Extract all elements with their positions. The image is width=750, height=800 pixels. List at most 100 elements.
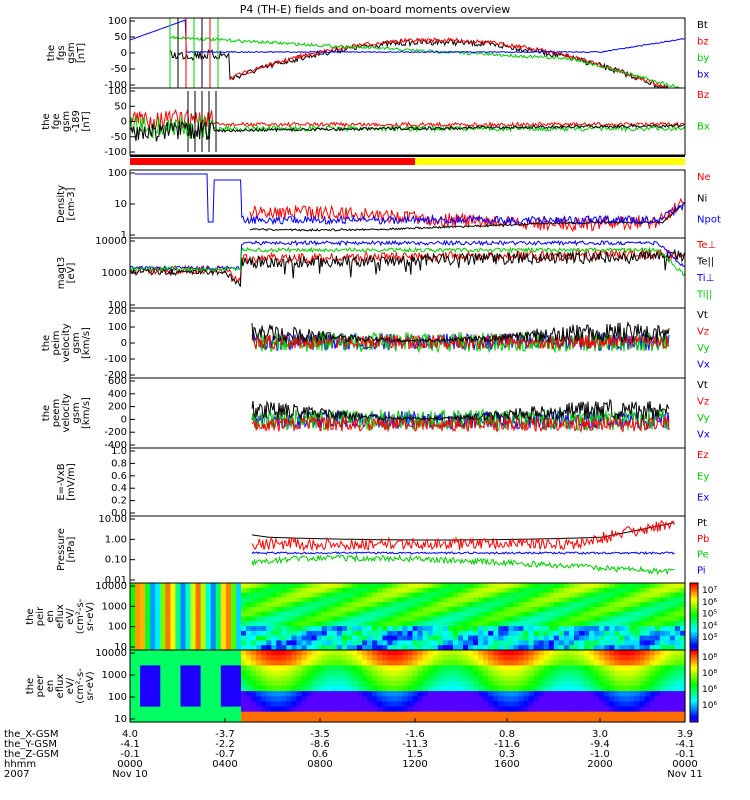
ytick-label: 0 (121, 117, 127, 128)
ytick-label: 0.8 (111, 458, 127, 469)
xrow-label: the_Y-GSM (4, 739, 57, 750)
colorbar-label: 10⁶ (702, 598, 717, 608)
xrow-value: 0.8 (499, 729, 515, 740)
legend-by: by (697, 53, 709, 64)
xrow-value: -0.7 (215, 749, 235, 760)
temp-tepar (129, 248, 685, 287)
colorbar-label: 10⁴ (702, 621, 717, 631)
mode-bar-baseline (130, 155, 685, 157)
xrow-value: 0400 (212, 759, 237, 770)
legend-Te⊥: Te⊥ (696, 240, 716, 251)
ytick-label: 0.01 (105, 575, 127, 586)
legend-Pb: Pb (697, 534, 709, 545)
legend-Vz: Vz (697, 397, 709, 408)
ylabel-line: fgs (56, 45, 67, 60)
density-ni (249, 202, 685, 232)
xrow-value: -3.7 (215, 729, 235, 740)
ylabel-line: gsm (66, 42, 77, 63)
ytick-label: 100 (108, 692, 127, 703)
ytick-label: -100 (104, 147, 127, 158)
ylabel-line: [mV/m] (66, 463, 77, 501)
ylabel-line: peem (51, 399, 62, 427)
ylabel-line: magt3 (56, 257, 67, 290)
ylabel-line: peim (51, 330, 62, 355)
ylabel-line: [nPa] (66, 536, 77, 562)
ylabel-line: gsm (71, 332, 82, 353)
legend-Pt: Pt (697, 518, 707, 529)
legend-Pi: Pi (697, 565, 706, 576)
xrow-value: 0000 (672, 759, 697, 770)
ytick-label: 10000 (95, 581, 127, 592)
ytick-label: -200 (104, 427, 127, 438)
legend-Bz: Bz (697, 90, 709, 101)
mode-bar-fast (415, 158, 685, 165)
legend-Vy: Vy (697, 413, 710, 424)
density-npot (135, 173, 685, 226)
ytick-label: 10 (114, 199, 127, 210)
xrow-value: -1.0 (590, 749, 610, 760)
ylabel-line: [eV] (66, 263, 77, 284)
legend-Ni: Ni (697, 193, 707, 204)
ylabel-line: [nT] (81, 111, 92, 131)
ylabel-line: sr-eV) (85, 671, 96, 700)
xrow-label: the_X-GSM (4, 729, 58, 740)
ytick-label: 0.10 (105, 555, 127, 566)
legend-Ey: Ey (697, 471, 709, 482)
legend-Te||: Te|| (696, 257, 714, 268)
ytick-label: 200 (108, 306, 127, 317)
fgs-bt (169, 38, 685, 90)
ytick-label: -200 (104, 370, 127, 381)
ytick-label: -50 (111, 132, 127, 143)
ylabel-group-6: the peem velocity gsm [km/s] (41, 393, 92, 432)
ylabel-line: velocity (61, 393, 72, 432)
legend-Vx: Vx (697, 360, 710, 371)
xrow-value: 1600 (494, 759, 519, 770)
ytick-label: 1000 (102, 268, 127, 279)
ylabel-line: peer (35, 674, 46, 698)
ylabel-group-7: E=-VxB [mV/m] (56, 463, 77, 501)
ylabel-group-10: the peer en eflux eV/(cm²-s-sr-eV) (25, 668, 96, 704)
xrow-value: Nov 11 (667, 769, 702, 780)
xrow-value: 1200 (402, 759, 427, 770)
ylabel-group-2: the fge gsm -189 [nT] (41, 110, 92, 133)
xrow-value: -11.6 (494, 739, 520, 750)
legend-bz: bz (697, 37, 709, 48)
colorbar-label: 10⁵ (702, 610, 717, 620)
xrow-value: 0000 (117, 759, 142, 770)
ylabel-line: the (25, 678, 36, 694)
ylabel-line: the (41, 335, 52, 351)
ytick-label: 50 (114, 101, 127, 112)
fge-by (129, 121, 685, 142)
ytick-label: 10.00 (98, 514, 127, 525)
legend-Vz: Vz (697, 327, 709, 338)
legend-Pe: Pe (697, 550, 709, 561)
ytick-label: 0 (121, 414, 127, 425)
mode-bar-slow (130, 158, 415, 165)
ytick-label: 10 (114, 642, 127, 653)
fgs-bx (129, 19, 685, 54)
colorbar-9 (690, 583, 698, 651)
ytick-label: 600 (108, 376, 127, 387)
legend-Vt: Vt (697, 380, 708, 391)
legend-bx: bx (697, 70, 709, 81)
xrow-value: 0.3 (499, 749, 515, 760)
ytick-label: -400 (104, 440, 127, 451)
ytick-label: 0.4 (111, 483, 127, 494)
ion-spectrogram (130, 583, 686, 651)
ylabel-line: en (45, 680, 56, 693)
ylabel-line: Pressure (56, 528, 67, 571)
ytick-label: 0 (121, 338, 127, 349)
ylabel-line: (cm²-s- (75, 598, 86, 634)
ylabel-line: the (41, 405, 52, 421)
ytick-label: 100 (108, 622, 127, 633)
ylabel-line: eflux (55, 604, 66, 629)
ytick-label: -100 (104, 80, 127, 91)
xrow-value: -0.1 (675, 749, 695, 760)
legend-Vy: Vy (697, 343, 710, 354)
xrow-value: -1.6 (405, 729, 425, 740)
ytick-label: 10 (114, 714, 127, 725)
panel-frame-8 (129, 515, 686, 584)
ylabel-line: (cm²-s- (75, 668, 86, 704)
ytick-label: 400 (108, 389, 127, 400)
